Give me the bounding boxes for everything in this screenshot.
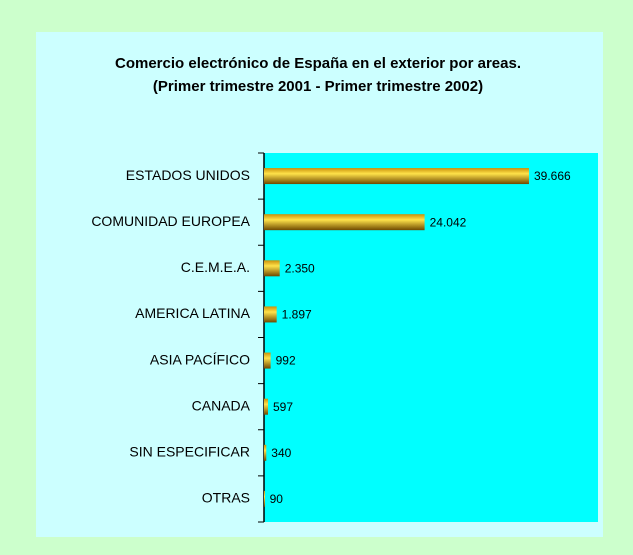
bar xyxy=(264,444,267,461)
plot-area xyxy=(264,153,598,522)
title-block: Comercio electrónico de España en el ext… xyxy=(108,52,528,98)
category-label: SIN ESPECIFICAR xyxy=(129,444,250,460)
value-label: 992 xyxy=(276,354,296,368)
chart-title: Comercio electrónico de España en el ext… xyxy=(115,55,521,72)
value-label: 24.042 xyxy=(430,215,467,229)
value-label: 2.350 xyxy=(285,261,315,275)
value-label: 1.897 xyxy=(282,308,312,322)
bar xyxy=(264,352,271,369)
category-label: CANADA xyxy=(192,397,251,413)
category-label: ASIA PACÍFICO xyxy=(150,351,250,367)
bar xyxy=(264,306,277,323)
value-label: 39.666 xyxy=(534,169,571,183)
category-label: C.E.M.E.A. xyxy=(181,259,250,275)
chart-subtitle: (Primer trimestre 2001 - Primer trimestr… xyxy=(152,78,484,95)
category-label: AMERICA LATINA xyxy=(135,305,251,321)
bar xyxy=(264,398,268,415)
bar xyxy=(264,214,425,231)
category-label: OTRAS xyxy=(202,490,250,506)
category-label: COMUNIDAD EUROPEA xyxy=(91,213,250,229)
value-label: 597 xyxy=(273,400,293,414)
value-label: 340 xyxy=(271,446,291,460)
bar xyxy=(264,260,280,277)
value-label: 90 xyxy=(270,492,284,506)
category-label: ESTADOS UNIDOS xyxy=(126,167,250,183)
bar xyxy=(264,490,265,507)
bar xyxy=(264,168,529,185)
